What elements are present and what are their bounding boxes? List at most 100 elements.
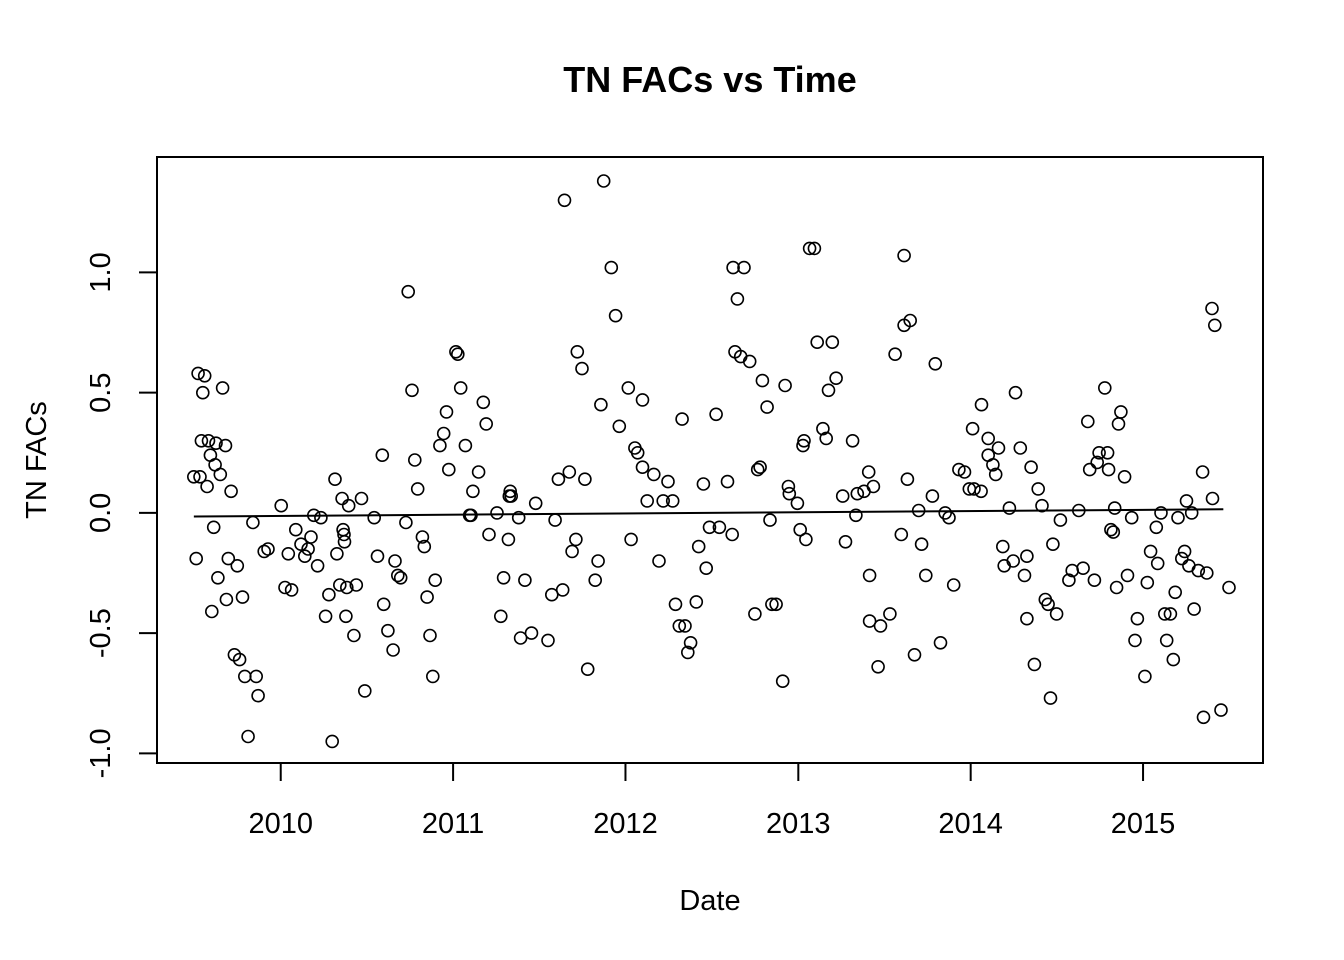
data-point — [476, 395, 491, 410]
data-point — [304, 530, 318, 544]
x-tick-label: 2011 — [422, 808, 484, 840]
data-point — [596, 174, 611, 188]
data-point — [1187, 602, 1201, 616]
data-point — [194, 433, 209, 448]
data-point — [548, 513, 562, 527]
y-tick-label: -1.0 — [85, 728, 117, 778]
data-point — [1082, 462, 1097, 477]
data-point — [337, 534, 352, 549]
data-point — [218, 438, 233, 453]
data-point — [1013, 441, 1028, 455]
data-point — [986, 457, 1000, 472]
data-point — [341, 498, 356, 513]
data-point — [1006, 554, 1021, 568]
data-point — [769, 597, 783, 612]
data-point — [1104, 522, 1118, 537]
data-point — [1017, 568, 1032, 583]
trend-line-group — [193, 508, 1224, 518]
data-point — [737, 260, 751, 275]
y-axis-label: TN FACs — [21, 401, 53, 519]
data-point — [496, 570, 511, 585]
data-point — [894, 527, 909, 542]
data-point — [200, 479, 214, 494]
data-point — [1205, 491, 1220, 506]
data-point — [479, 417, 494, 431]
data-point — [562, 465, 577, 479]
data-point — [1027, 657, 1042, 672]
data-point — [330, 546, 344, 561]
data-point — [325, 734, 340, 749]
data-point — [1035, 498, 1049, 513]
data-point — [1195, 465, 1210, 479]
data-point — [1101, 462, 1116, 477]
data-point — [1166, 652, 1181, 667]
data-point — [528, 496, 543, 511]
data-point — [1109, 580, 1124, 595]
data-point — [306, 508, 321, 523]
data-point — [810, 335, 825, 350]
data-point — [1163, 607, 1178, 621]
data-point — [675, 412, 689, 426]
data-point — [900, 472, 915, 487]
data-point — [407, 453, 422, 467]
data-point — [1150, 556, 1165, 571]
data-point — [347, 628, 361, 643]
data-point — [328, 472, 342, 487]
data-point — [991, 441, 1006, 455]
data-point — [1062, 573, 1076, 588]
data-point — [1092, 445, 1106, 460]
data-point — [665, 494, 680, 508]
data-point — [866, 479, 881, 494]
data-point — [274, 498, 289, 513]
data-point — [965, 421, 980, 436]
data-point — [354, 491, 369, 506]
x-tick-label: 2010 — [248, 808, 313, 840]
data-point — [449, 344, 463, 359]
data-point — [1168, 585, 1182, 600]
data-point — [652, 554, 666, 568]
data-point — [439, 405, 454, 419]
data-point — [1191, 563, 1206, 578]
data-point — [206, 520, 221, 535]
data-point — [261, 542, 275, 556]
data-point — [753, 460, 767, 475]
data-point — [862, 568, 877, 583]
data-point — [799, 532, 813, 547]
data-point — [778, 378, 792, 393]
data-point — [720, 474, 735, 489]
data-point — [503, 484, 518, 499]
data-point — [458, 438, 473, 453]
data-point — [765, 597, 779, 612]
data-point — [981, 431, 996, 446]
data-point — [415, 530, 430, 544]
data-point — [995, 539, 1010, 554]
x-tick-label: 2014 — [938, 808, 1003, 840]
data-point — [702, 520, 717, 535]
data-point — [251, 688, 265, 703]
data-point — [1072, 503, 1086, 518]
data-point — [209, 436, 223, 451]
data-point — [918, 568, 933, 583]
x-tick-label: 2012 — [593, 808, 658, 840]
data-point — [725, 527, 740, 542]
data-point — [933, 635, 948, 650]
data-point — [230, 558, 245, 573]
data-point — [410, 482, 425, 496]
data-point — [797, 433, 811, 448]
data-point — [197, 368, 212, 383]
data-point — [635, 460, 650, 475]
data-point — [1143, 544, 1158, 559]
data-point — [1008, 385, 1023, 400]
data-point — [816, 421, 830, 436]
data-point — [683, 635, 698, 650]
data-point — [678, 619, 692, 633]
data-point — [903, 313, 918, 328]
data-point — [1002, 501, 1017, 515]
data-point — [763, 513, 777, 527]
data-point — [775, 674, 790, 689]
data-point — [914, 537, 929, 552]
data-point — [640, 494, 655, 508]
data-point — [849, 508, 863, 523]
data-point — [1128, 633, 1142, 648]
data-point — [544, 587, 559, 602]
